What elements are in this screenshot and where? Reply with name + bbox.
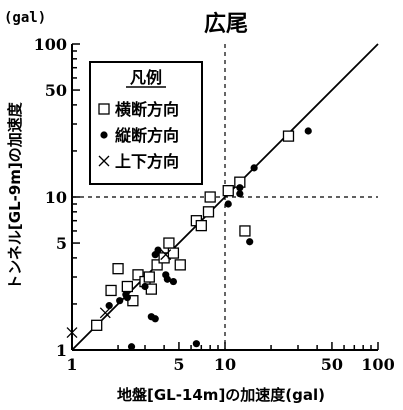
data-point-series-1: [239, 225, 251, 237]
data-point-series-2: [141, 282, 149, 291]
data-point-series-1: [91, 319, 103, 331]
data-point-series-1: [195, 219, 207, 232]
data-point-series-2: [250, 164, 258, 172]
data-point-series-2: [105, 302, 113, 310]
data-point-series-1: [204, 191, 216, 203]
y-axis-label: トンネル[GL-9m]の加速度: [6, 101, 24, 290]
chart-title: 広尾: [204, 11, 248, 37]
x-tick-label: 50: [321, 355, 343, 374]
data-point-series-2: [224, 200, 232, 208]
data-point-series-3: [160, 249, 172, 261]
data-point-series-2: [169, 277, 178, 286]
data-point-series-2: [127, 343, 136, 351]
data-point-series-2: [163, 275, 171, 283]
diagonal-line: [71, 43, 379, 351]
data-point-series-1: [167, 247, 180, 259]
x-tick-label: 1: [66, 355, 77, 374]
data-point-series-2: [123, 294, 131, 302]
legend-marker: [98, 103, 110, 115]
data-point-series-2: [236, 190, 244, 198]
legend-title: 凡例: [130, 68, 162, 87]
data-point-series-2: [116, 297, 124, 305]
data-point-series-1: [282, 130, 295, 142]
data-point-series-1: [163, 237, 175, 249]
legend-entry-label: 横断方向: [115, 100, 179, 119]
data-points: [66, 127, 312, 351]
y-tick-label: 10: [45, 188, 67, 207]
x-tick-label: 5: [173, 355, 184, 374]
y-tick-label: 100: [34, 35, 67, 54]
data-point-series-2: [154, 246, 162, 254]
data-point-series-1: [105, 284, 117, 297]
data-point-series-1: [174, 259, 186, 271]
x-axis-label: 地盤[GL-14m]の加速度(gal): [117, 386, 325, 404]
data-point-series-1: [151, 259, 163, 271]
reference-lines: [71, 43, 379, 351]
data-point-series-3: [99, 307, 111, 319]
y-tick-label: 1: [56, 341, 67, 360]
legend-box: [89, 61, 203, 185]
data-point-series-2: [192, 340, 200, 348]
data-point-series-2: [246, 238, 254, 246]
legend-entry-label: 縦断方向: [115, 126, 179, 145]
data-point-series-1: [222, 185, 234, 197]
data-point-series-1: [143, 271, 155, 283]
y-tick-label: 5: [56, 234, 67, 253]
y-unit-label: (gal): [4, 10, 46, 26]
y-tick-label: 50: [45, 81, 67, 100]
data-point-series-1: [112, 263, 124, 275]
data-point-series-2: [151, 315, 159, 323]
legend-marker: [98, 155, 110, 167]
axes: 1 5 10 50 100 1 5 10 50 100: [34, 35, 395, 374]
x-tick-label: 10: [214, 355, 236, 374]
data-point-series-1: [132, 269, 144, 281]
x-tick-label: 100: [361, 355, 394, 374]
data-point-series-1: [121, 280, 133, 293]
data-point-series-1: [158, 252, 170, 264]
legend-marker: [100, 131, 108, 139]
data-point-series-2: [236, 184, 244, 192]
data-point-series-2: [304, 127, 312, 135]
data-point-series-1: [202, 206, 215, 218]
legend-entry-label: 上下方向: [115, 152, 179, 171]
